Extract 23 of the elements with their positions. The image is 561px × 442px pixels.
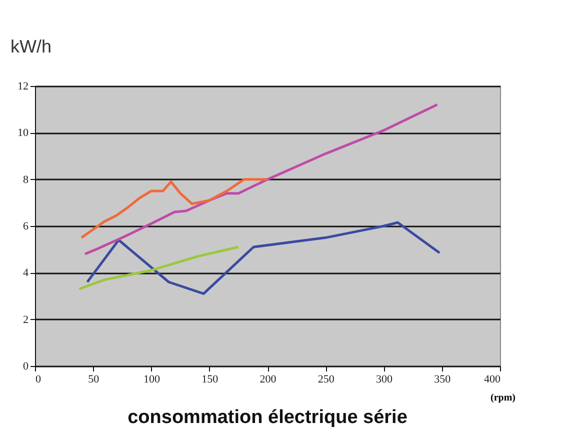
line-series (78, 246, 240, 290)
x-axis-title: (rpm) (490, 392, 516, 404)
x-tick-label: 250 (318, 374, 335, 386)
y-tick-label: 10 (18, 127, 29, 140)
x-tick-label: 350 (434, 374, 452, 386)
x-tick-label: 300 (376, 374, 393, 386)
x-tick-label: 150 (202, 374, 219, 386)
line-series (80, 178, 269, 239)
x-tick-label: 50 (88, 374, 100, 386)
y-tick-label: 12 (18, 80, 28, 92)
y-axis-title: kW/h (10, 36, 52, 56)
x-tick-label: 200 (260, 374, 277, 386)
x-tick-label: 400 (484, 374, 501, 386)
y-tick-label: 8 (23, 174, 29, 186)
line-series (86, 221, 441, 295)
text: consommation électrique série (128, 407, 408, 428)
y-tick-label: 0 (23, 360, 29, 372)
y-tick-label: 4 (23, 267, 29, 280)
y-tick-label: 6 (23, 220, 29, 232)
y-tick-label: 2 (23, 314, 28, 326)
line-series (84, 103, 438, 256)
x-tick-label: 100 (144, 374, 160, 386)
x-tick-label: 0 (36, 374, 42, 386)
